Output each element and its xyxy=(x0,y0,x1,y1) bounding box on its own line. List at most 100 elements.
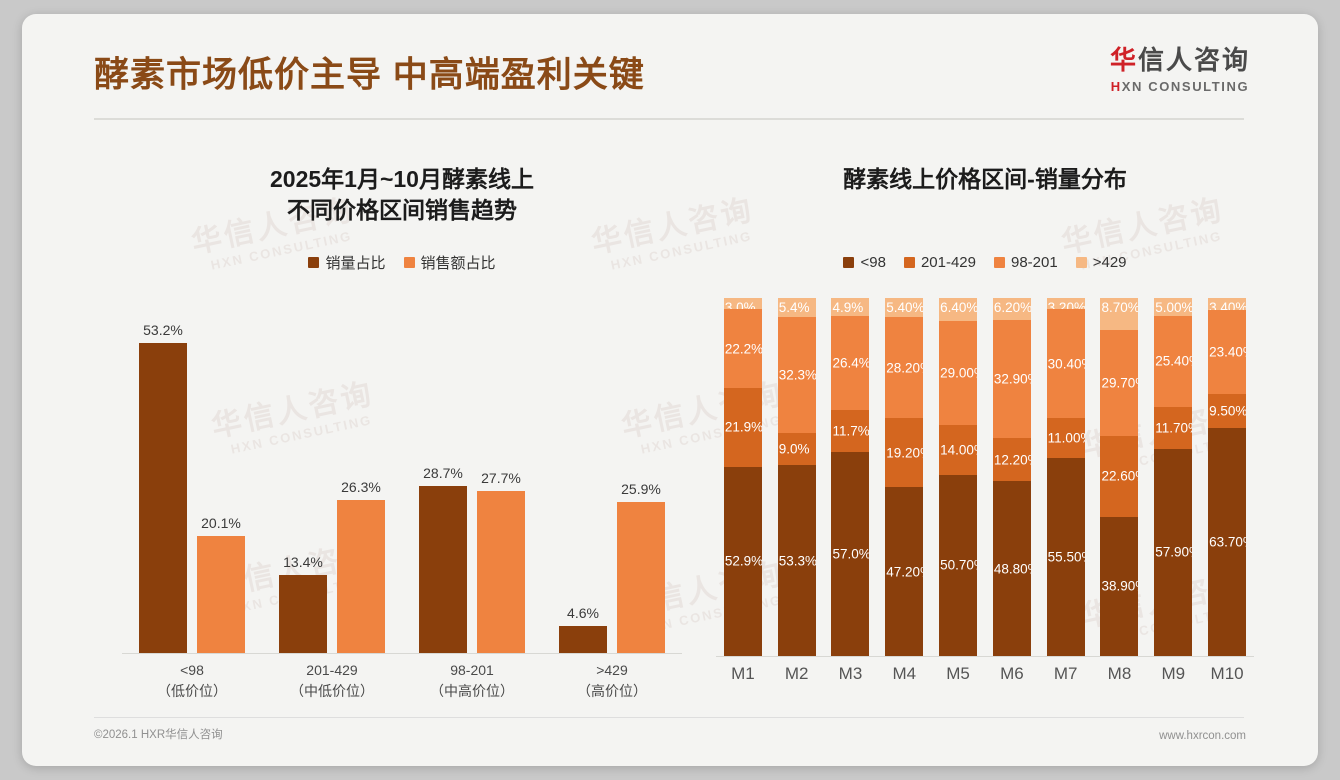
segment-value-label: 6.20% xyxy=(993,300,1031,315)
stacked-bar-segment[interactable]: 32.90% xyxy=(992,320,1031,438)
bar[interactable]: 4.6% xyxy=(559,605,607,653)
right-legend-item[interactable]: 201-429 xyxy=(903,253,976,271)
stacked-bar-segment[interactable]: 11.70% xyxy=(1154,406,1193,449)
bar-group: 4.6% 25.9% xyxy=(542,303,682,653)
stacked-bar-segment[interactable]: 28.20% xyxy=(885,317,924,419)
stacked-bar-segment[interactable]: 3.40% xyxy=(1208,298,1247,311)
stacked-bar-segment[interactable]: 14.00% xyxy=(939,424,978,475)
stacked-bar-segment[interactable]: 52.9% xyxy=(723,466,762,656)
left-legend-item[interactable]: 销量占比 xyxy=(308,252,386,273)
company-logo: 华信人咨询 HXN CONSULTING xyxy=(1092,46,1268,94)
segment-value-label: 38.90% xyxy=(1101,578,1138,594)
stacked-bar-segment[interactable]: 5.4% xyxy=(777,298,816,318)
stacked-bar-column: 48.80% 12.20% 32.90% 6.20% xyxy=(985,298,1039,656)
stacked-bar-segment[interactable]: 47.20% xyxy=(885,487,924,656)
bar[interactable]: 20.1% xyxy=(197,515,245,653)
stacked-bar-segment[interactable]: 12.20% xyxy=(992,437,1031,482)
x-axis-label: >429 （高价位） xyxy=(542,660,682,702)
stacked-bar-column: 38.90% 22.60% 29.70% 8.70% xyxy=(1093,298,1147,656)
stacked-bar-segment[interactable]: 3.20% xyxy=(1046,298,1085,310)
x-axis-label: 98-201 （中高价位） xyxy=(402,660,542,702)
stacked-bar-segment[interactable]: 38.90% xyxy=(1100,516,1139,656)
segment-value-label: 57.0% xyxy=(832,546,870,562)
x-axis-label-range: 98-201 xyxy=(450,662,494,678)
x-axis-label: M3 xyxy=(838,664,863,683)
stacked-bar-segment[interactable]: 48.80% xyxy=(992,481,1031,656)
bar[interactable]: 26.3% xyxy=(337,479,385,653)
logo-en-rest: XN CONSULTING xyxy=(1121,78,1250,94)
stacked-bar-segment[interactable]: 50.70% xyxy=(939,474,978,656)
stacked-bar-segment[interactable]: 55.50% xyxy=(1046,457,1085,656)
stacked-bar-segment[interactable]: 26.4% xyxy=(831,315,870,411)
stacked-bar-segment[interactable]: 29.70% xyxy=(1100,329,1139,436)
stacked-bar-segment[interactable]: 53.3% xyxy=(777,465,816,656)
right-legend-item[interactable]: 98-201 xyxy=(994,254,1058,271)
right-legend-item[interactable]: <98 xyxy=(843,253,886,271)
stacked-bar-segment[interactable]: 63.70% xyxy=(1208,427,1247,656)
stacked-bar-segment[interactable]: 11.00% xyxy=(1046,418,1085,458)
logo-english-text: HXN CONSULTING xyxy=(1092,79,1268,94)
right-legend-label: 201-429 xyxy=(920,253,976,271)
stacked-bar-segment[interactable]: 21.9% xyxy=(723,388,762,467)
x-axis-label: <98 （低价位） xyxy=(122,660,262,702)
bar[interactable]: 28.7% xyxy=(419,465,467,653)
x-axis-label-range: 201-429 xyxy=(306,662,358,678)
bar-group: 28.7% 27.7% xyxy=(402,303,542,653)
right-legend-label: <98 xyxy=(860,253,886,271)
logo-cn-rest: 信人咨询 xyxy=(1138,45,1251,75)
legend-swatch-icon xyxy=(994,256,1005,268)
stacked-bar-segment[interactable]: 3.0% xyxy=(723,298,762,309)
stacked-bar-segment[interactable]: 6.40% xyxy=(939,298,978,321)
stacked-bar-segment[interactable]: 29.00% xyxy=(939,320,978,425)
stacked-bar-segment[interactable]: 57.90% xyxy=(1154,448,1193,656)
stacked-bar-segment[interactable]: 22.60% xyxy=(1100,435,1139,517)
legend-swatch-icon xyxy=(843,256,855,268)
segment-value-label: 22.60% xyxy=(1101,468,1138,484)
stacked-bar-segment[interactable]: 19.20% xyxy=(885,418,924,488)
bar[interactable]: 13.4% xyxy=(279,554,327,653)
stacked-bar-segment[interactable]: 57.0% xyxy=(831,451,870,656)
stacked-bar-segment[interactable]: 25.40% xyxy=(1154,315,1193,407)
segment-value-label: 5.4% xyxy=(778,300,810,316)
left-legend-label: 销量占比 xyxy=(325,254,386,272)
stacked-bar-segment[interactable]: 32.3% xyxy=(777,317,816,433)
segment-value-label: 5.00% xyxy=(1155,300,1193,316)
stacked-bar-segment[interactable]: 9.0% xyxy=(777,432,816,466)
x-axis-label: 201-429 （中低价位） xyxy=(262,660,402,702)
logo-en-red: H xyxy=(1110,78,1122,94)
stacked-bar-segment[interactable]: 8.70% xyxy=(1100,298,1139,330)
right-legend-item[interactable]: >429 xyxy=(1075,254,1127,271)
left-chart-legend: 销量占比 销售额占比 xyxy=(122,252,682,272)
stacked-bar-segment[interactable]: 23.40% xyxy=(1208,310,1247,394)
stacked-bar-segment[interactable]: 5.40% xyxy=(885,298,924,318)
x-axis-label: M1 xyxy=(731,664,755,683)
bar[interactable]: 27.7% xyxy=(477,470,525,653)
bar[interactable]: 53.2% xyxy=(139,322,187,653)
stacked-bar-column: 57.90% 11.70% 25.40% 5.00% xyxy=(1146,298,1200,656)
bar-value-label: 27.7% xyxy=(481,470,521,487)
stacked-bar-segment[interactable]: 9.50% xyxy=(1208,393,1247,428)
stacked-bar-segment[interactable]: 11.7% xyxy=(831,410,870,452)
stacked-bar-column: 52.9% 21.9% 22.2% 3.0% xyxy=(716,298,770,656)
right-legend-label: 98-201 xyxy=(1011,253,1058,271)
x-axis-label-tier: （高价位） xyxy=(577,683,647,699)
stacked-bar-segment[interactable]: 30.40% xyxy=(1046,309,1085,419)
left-legend-item[interactable]: 销售额占比 xyxy=(403,252,496,273)
segment-value-label: 63.70% xyxy=(1209,534,1246,550)
stacked-bar-segment[interactable]: 4.9% xyxy=(831,298,870,316)
stacked-bar-segment[interactable]: 5.00% xyxy=(1154,298,1193,316)
segment-value-label: 22.2% xyxy=(724,341,762,356)
segment-value-label: 14.00% xyxy=(940,442,977,458)
bar[interactable]: 25.9% xyxy=(617,481,665,653)
right-chart-axis xyxy=(716,656,1254,657)
legend-swatch-icon xyxy=(308,256,320,268)
bar-group: 53.2% 20.1% xyxy=(122,303,262,653)
bar-value-label: 13.4% xyxy=(283,553,323,570)
segment-value-label: 50.70% xyxy=(940,557,977,573)
x-axis-label-tier: （中高价位） xyxy=(430,683,514,699)
left-chart-plot: 53.2% 20.1% 13.4% 26.3% 28.7% 27.7% 4.6% 25.9% xyxy=(122,304,682,654)
stacked-bar-segment[interactable]: 22.2% xyxy=(723,308,762,389)
stacked-bar-segment[interactable]: 6.20% xyxy=(992,298,1031,321)
x-axis-label-tier: （中低价位） xyxy=(290,683,374,699)
